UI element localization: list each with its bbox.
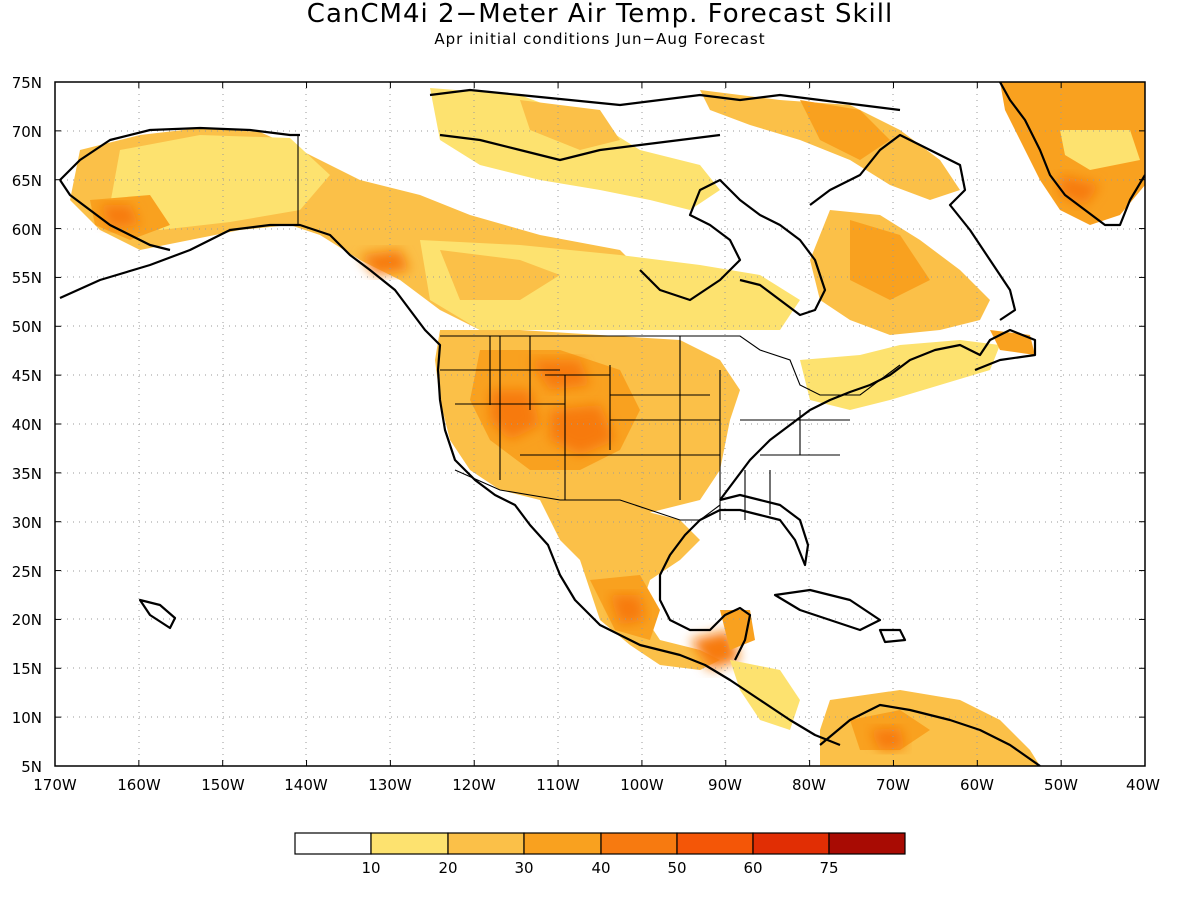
lon-label-40w: 40W xyxy=(1126,776,1160,794)
colorbar-swatch-4 xyxy=(523,832,602,855)
lat-label-55n: 55N xyxy=(12,269,42,287)
lat-label-75n: 75N xyxy=(12,74,42,92)
lon-label-150w: 150W xyxy=(201,776,245,794)
colorbar-swatch-1 xyxy=(294,832,372,855)
colorbar-label-20: 20 xyxy=(438,859,457,877)
lat-label-20n: 20N xyxy=(12,611,42,629)
latitude-labels: 75N 70N 65N 60N 55N 50N 45N 40N 35N 30N … xyxy=(12,74,42,776)
lat-label-60n: 60N xyxy=(12,221,42,239)
lon-label-60w: 60W xyxy=(960,776,994,794)
lat-label-50n: 50N xyxy=(12,318,42,336)
lat-label-5n: 5N xyxy=(21,758,42,776)
lon-label-110w: 110W xyxy=(536,776,580,794)
lat-label-25n: 25N xyxy=(12,563,42,581)
colorbar: 10 20 30 40 50 60 75 xyxy=(294,832,906,877)
colorbar-swatch-8 xyxy=(828,832,906,855)
lon-label-170w: 170W xyxy=(33,776,77,794)
political-borders xyxy=(297,135,901,521)
lat-label-10n: 10N xyxy=(12,709,42,727)
lat-label-70n: 70N xyxy=(12,123,42,141)
longitude-labels: 170W 160W 150W 140W 130W 120W 110W 100W … xyxy=(33,776,1160,794)
map-grid xyxy=(55,82,1145,766)
coastlines xyxy=(59,82,1145,766)
colorbar-swatch-2 xyxy=(370,832,449,855)
colorbar-label-40: 40 xyxy=(591,859,610,877)
colorbar-label-50: 50 xyxy=(667,859,686,877)
lat-label-35n: 35N xyxy=(12,465,42,483)
lat-label-40n: 40N xyxy=(12,416,42,434)
lon-label-140w: 140W xyxy=(284,776,328,794)
map-plot-area xyxy=(55,82,1145,766)
colorbar-label-30: 30 xyxy=(514,859,533,877)
lon-label-50w: 50W xyxy=(1044,776,1078,794)
axis-tick-marks xyxy=(54,81,1146,767)
map-subtitle: Apr initial conditions Jun−Aug Forecast xyxy=(434,30,765,48)
colorbar-swatch-5 xyxy=(600,832,678,855)
lon-label-70w: 70W xyxy=(876,776,910,794)
lat-label-30n: 30N xyxy=(12,514,42,532)
colorbar-label-60: 60 xyxy=(743,859,762,877)
colorbar-label-10: 10 xyxy=(361,859,380,877)
lon-label-80w: 80W xyxy=(792,776,826,794)
lat-label-65n: 65N xyxy=(12,172,42,190)
lon-label-160w: 160W xyxy=(117,776,161,794)
lat-label-45n: 45N xyxy=(12,367,42,385)
lon-label-130w: 130W xyxy=(368,776,412,794)
lon-label-120w: 120W xyxy=(452,776,496,794)
map-title: CanCM4i 2−Meter Air Temp. Forecast Skill xyxy=(307,0,893,29)
colorbar-swatch-6 xyxy=(676,832,754,855)
colorbar-label-75: 75 xyxy=(819,859,838,877)
lon-label-100w: 100W xyxy=(620,776,664,794)
colorbar-swatch-7 xyxy=(752,832,830,855)
lon-label-90w: 90W xyxy=(708,776,742,794)
lat-label-15n: 15N xyxy=(12,660,42,678)
colorbar-swatch-3 xyxy=(447,832,525,855)
